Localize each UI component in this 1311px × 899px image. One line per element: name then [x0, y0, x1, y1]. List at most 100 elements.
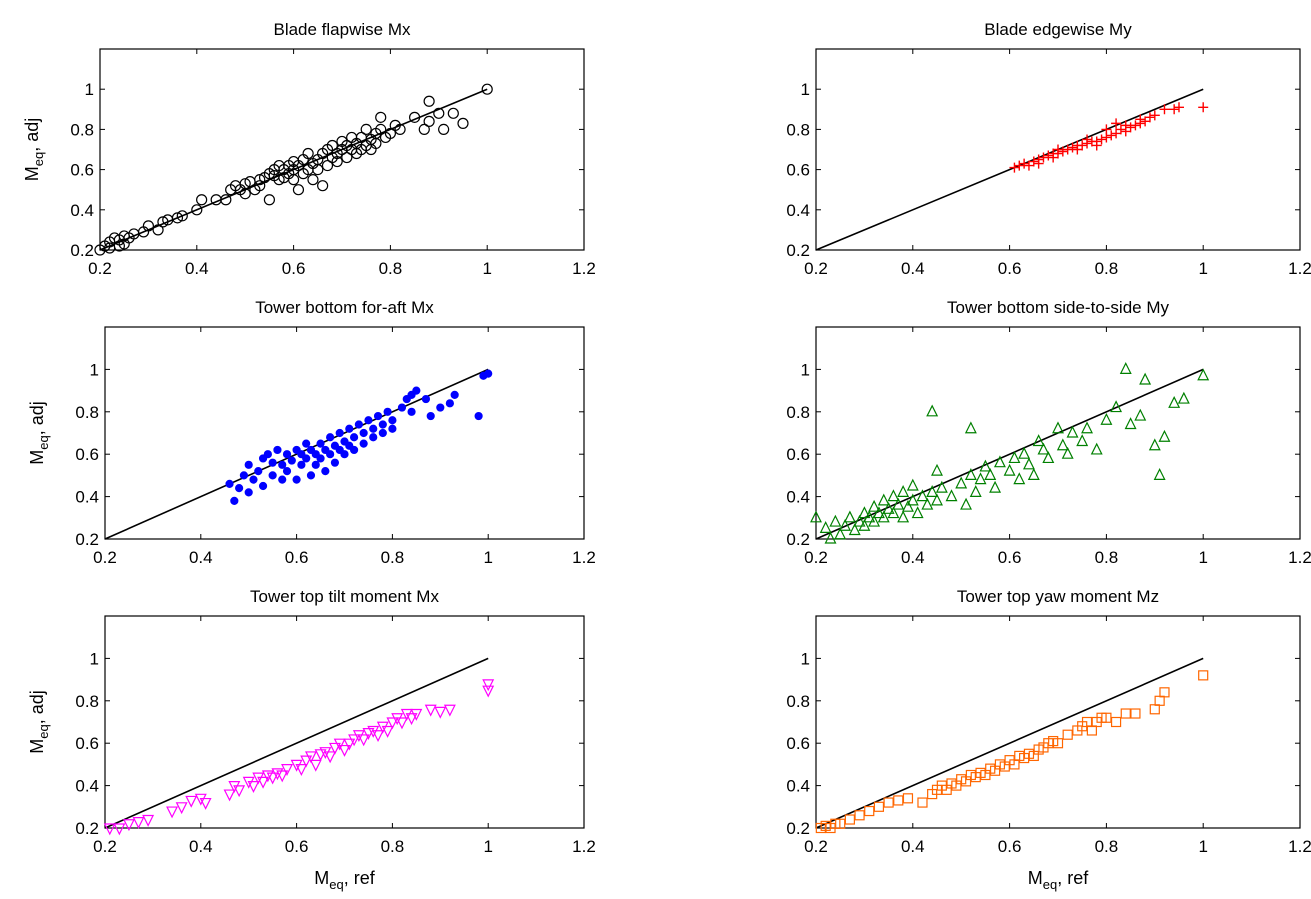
data-point: [892, 497, 905, 510]
y-tick-label: 0.4: [786, 777, 810, 796]
data-point: [341, 151, 353, 164]
data-point: [249, 475, 258, 484]
data-point: [281, 764, 293, 776]
data-point: [394, 123, 406, 135]
data-point: [1042, 451, 1055, 464]
y-tick-label: 1: [90, 360, 99, 379]
data-point: [391, 713, 404, 726]
data-point: [343, 738, 356, 751]
data-point: [1062, 729, 1073, 740]
data-point: [314, 749, 327, 762]
reference-line: [815, 657, 1204, 829]
chart-panel: Tower top tilt moment Mx 0.2 0.4 0.6 0.8 1 1.2…: [27, 587, 596, 892]
data-point: [1032, 434, 1045, 447]
data-point: [1158, 429, 1171, 442]
data-point: [1091, 140, 1102, 151]
x-tick-label: 0.4: [189, 837, 213, 856]
data-point: [340, 450, 349, 459]
y-tick-label: 0.6: [75, 445, 99, 464]
data-point: [375, 111, 387, 123]
x-tick-label: 1.2: [1288, 548, 1311, 567]
data-point: [362, 728, 375, 740]
data-point: [397, 403, 407, 412]
chart-panel: Blade flapwise Mx 0.2 0.4 0.6 0.8 1 1.2 0.2 0.4 0…: [22, 20, 596, 278]
data-point: [349, 433, 359, 442]
data-point: [383, 407, 392, 416]
data-point: [288, 174, 300, 186]
data-point: [326, 139, 338, 152]
data-point: [412, 386, 421, 395]
data-point: [1135, 114, 1146, 125]
data-point: [369, 433, 378, 442]
chart-panel: Tower bottom side-to-side My 0.2 0.4 0.6 0.8…: [786, 298, 1311, 567]
data-point: [386, 717, 399, 730]
data-point: [1134, 408, 1147, 421]
x-tick-label: 0.4: [901, 259, 925, 278]
data-point: [418, 123, 430, 135]
data-point: [835, 818, 846, 829]
data-point: [829, 514, 842, 527]
data-point: [1144, 112, 1155, 123]
data-point: [1082, 134, 1093, 145]
data-point: [372, 730, 385, 743]
data-point: [252, 772, 265, 785]
data-point: [302, 439, 311, 448]
data-point: [328, 742, 341, 755]
y-tick-label: 0.2: [786, 530, 810, 549]
x-tick-label: 0.4: [185, 259, 209, 278]
y-tick-label: 0.6: [786, 734, 810, 753]
x-tick-label: 1.2: [1288, 259, 1311, 278]
data-point: [176, 210, 188, 222]
y-tick-label: 0.8: [786, 692, 810, 711]
data-point: [282, 450, 292, 459]
y-tick-label: 0.6: [75, 734, 99, 753]
data-point: [400, 708, 413, 721]
x-tick-label: 0.4: [901, 837, 925, 856]
data-point: [1067, 142, 1078, 153]
data-point: [443, 704, 456, 717]
data-point: [1043, 150, 1054, 161]
data-point: [388, 424, 397, 433]
data-point: [242, 776, 255, 789]
data-point: [1169, 104, 1180, 115]
data-point: [872, 506, 885, 519]
data-point: [1148, 438, 1161, 451]
data-point: [142, 220, 154, 232]
reference-line: [815, 88, 1204, 251]
y-tick-label: 0.8: [786, 403, 810, 422]
data-point: [1003, 463, 1016, 476]
data-point: [916, 489, 929, 502]
data-point: [292, 475, 301, 484]
chart-title: Tower top tilt moment Mx: [250, 587, 439, 606]
data-point: [273, 445, 282, 455]
data-point: [359, 439, 368, 448]
data-point: [268, 471, 277, 480]
data-point: [326, 433, 335, 442]
y-tick-label: 0.2: [786, 819, 810, 838]
y-tick-label: 1: [801, 360, 810, 379]
data-point: [282, 467, 292, 476]
data-point: [331, 155, 343, 168]
data-point: [407, 407, 416, 416]
data-point: [844, 814, 855, 825]
data-point: [854, 810, 865, 821]
data-point: [457, 117, 469, 129]
data-point: [103, 823, 116, 836]
data-point: [369, 424, 378, 433]
data-point: [261, 770, 274, 783]
data-point: [1130, 708, 1141, 719]
data-point: [1130, 120, 1141, 131]
data-point: [964, 421, 977, 434]
data-point: [175, 802, 188, 815]
data-point: [388, 416, 397, 425]
data-point: [931, 493, 943, 506]
data-point: [1062, 144, 1073, 155]
x-tick-label: 0.2: [804, 837, 828, 856]
data-point: [445, 399, 454, 408]
y-axis-label: Meq, adj: [27, 401, 51, 465]
data-point: [410, 708, 423, 721]
x-tick-label: 0.2: [93, 837, 117, 856]
data-point: [287, 456, 296, 465]
data-point: [1096, 134, 1107, 145]
